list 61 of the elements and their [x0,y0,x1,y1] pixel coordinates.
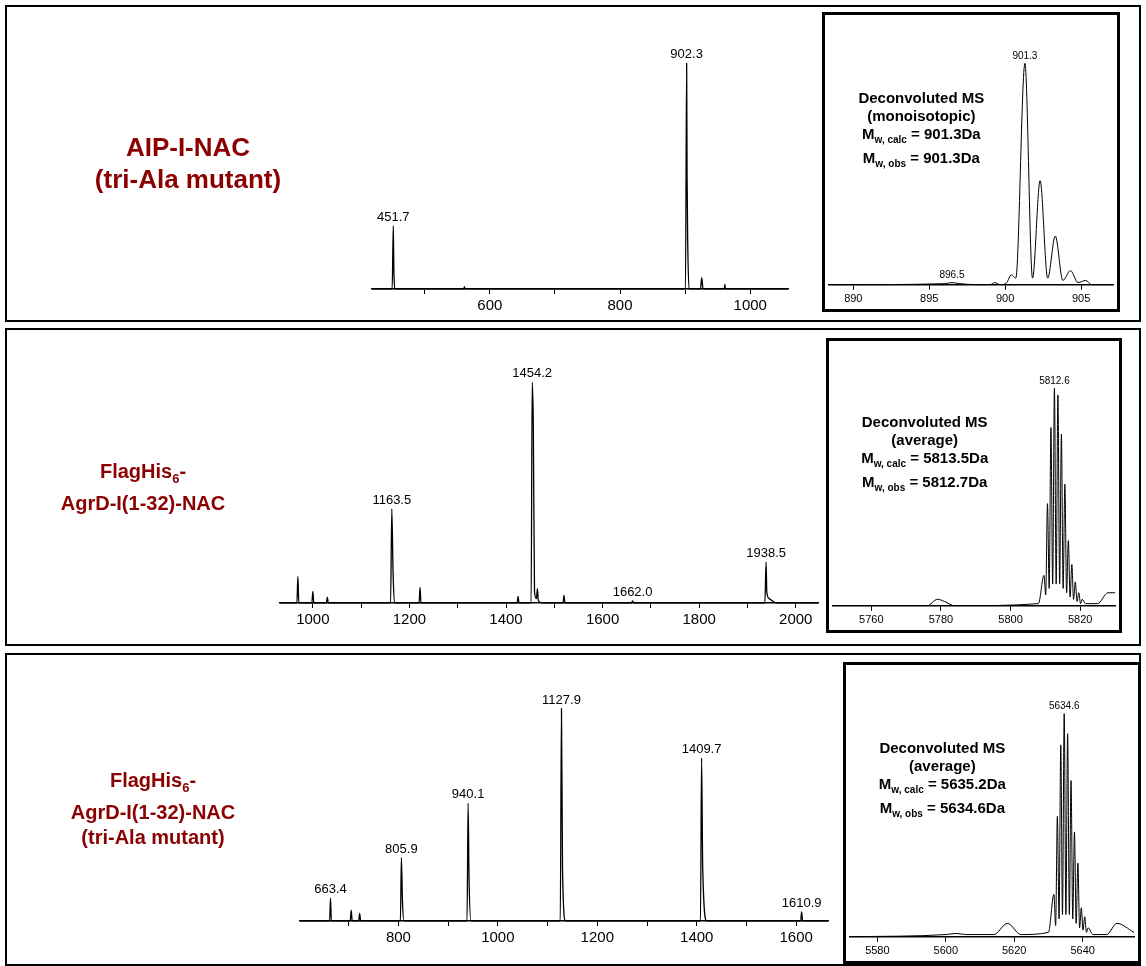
annotation: M$_{w, obs}$ = 5812.7Da [861,473,989,496]
x-tick-label: 800 [607,296,633,314]
x-tick-label: 1800 [682,610,716,628]
x-tick-label: 895 [920,292,939,305]
x-tick-label: 1400 [680,928,714,946]
x-tick-label: 1600 [779,928,813,946]
text: AgrD-I(1-32)-NAC [70,800,236,825]
annotation: 5634.6 [1048,700,1080,712]
text: FlagHis$_{6}$- [99,458,187,488]
annotation: 5812.6 [1039,375,1071,387]
annotation: 902.3 [670,46,703,62]
annotation: M$_{w, obs}$ = 5634.6Da [878,799,1007,821]
annotation: 1610.9 [781,894,822,910]
annotation: M$_{w, calc}$ = 5813.5Da [860,449,990,472]
x-tick-label: 1000 [733,296,767,314]
annotation: M$_{w, calc}$ = 5635.2Da [877,775,1007,797]
x-tick-label: 905 [1071,292,1091,305]
text: (tri-Ala mutant) [94,163,282,196]
x-tick-label: 600 [477,296,503,314]
annotation: Deconvoluted MS [860,413,989,432]
annotation: 940.1 [451,786,485,802]
annotation: M$_{w, obs}$ = 901.3Da [861,148,981,171]
annotation: 1938.5 [746,545,786,561]
x-tick-label: 800 [385,928,411,946]
annotation: (average) [890,431,960,450]
annotation: 451.7 [377,208,410,224]
x-tick-label: 5620 [1002,944,1027,957]
x-tick-label: 5580 [865,944,890,957]
x-tick-label: 1000 [481,928,515,946]
annotation: 896.5 [939,269,965,281]
text: FlagHis$_{6}$- [109,768,197,797]
annotation: 1127.9 [542,691,581,707]
x-tick-label: 890 [844,292,863,305]
text: AIP-I-NAC [125,130,251,163]
x-tick-label: 1200 [580,928,614,946]
x-tick-label: 1400 [489,610,523,628]
annotation: (monoisotopic) [866,106,977,125]
annotation: 1662.0 [612,584,653,600]
x-tick-label: 5800 [998,613,1023,626]
annotation: 1454.2 [512,365,553,381]
x-tick-label: 5640 [1070,944,1095,957]
annotation: M$_{w, calc}$ = 901.3Da [860,124,982,147]
x-tick-label: 5820 [1067,613,1093,626]
x-tick-label: 5780 [928,613,954,626]
annotation: 663.4 [314,881,347,897]
x-tick-label: 1200 [392,610,427,628]
x-tick-label: 1000 [296,610,330,628]
x-tick-label: 1600 [585,610,620,628]
x-tick-label: 5760 [859,613,884,626]
annotation: 1163.5 [372,492,412,507]
annotation: Deconvoluted MS [857,88,986,107]
x-tick-label: 900 [995,292,1015,305]
annotation: (average) [908,757,977,775]
x-tick-label: 2000 [779,610,813,628]
annotation: 805.9 [385,840,418,856]
text: AgrD-I(1-32)-NAC [60,490,226,516]
text: (tri-Ala mutant) [81,825,225,850]
annotation: 901.3 [1012,50,1038,62]
x-tick-label: 5600 [933,944,959,957]
annotation: 1409.7 [681,740,722,756]
annotation: Deconvoluted MS [878,739,1007,757]
